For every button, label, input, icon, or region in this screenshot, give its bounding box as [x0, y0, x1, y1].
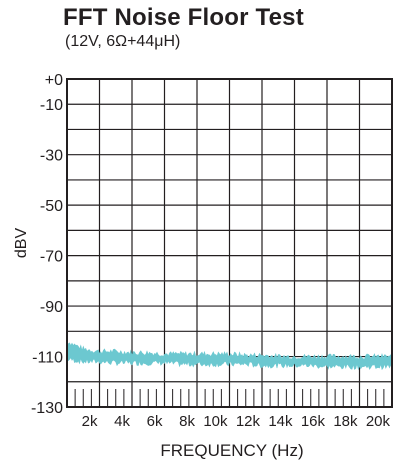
y-tick-labels: +0 -10 -30 -50 -70 -90 -110 -130: [31, 72, 63, 417]
y-tick-label-1: -10: [40, 97, 63, 114]
x-tick-label-0: 2k: [82, 413, 98, 430]
chart-subtitle: (12V, 6Ω+44μH): [65, 33, 181, 50]
x-tick-label-3: 8k: [179, 413, 195, 430]
chart-title: FFT Noise Floor Test: [63, 4, 304, 31]
y-axis-label: dBV: [13, 228, 30, 259]
y-tick-label-0: +0: [45, 72, 63, 89]
y-tick-label-4: -70: [40, 249, 63, 266]
x-axis-label: FREQUENCY (Hz): [160, 441, 303, 460]
x-tick-labels: 2k 4k 6k 8k 10k 12k 14k 16k 18k 20k: [82, 413, 391, 430]
minor-ticks: [74, 389, 385, 407]
x-tick-label-8: 18k: [333, 413, 358, 430]
y-tick-label-6: -110: [32, 350, 63, 367]
x-tick-label-7: 16k: [301, 413, 326, 430]
x-tick-label-5: 12k: [236, 413, 261, 430]
y-tick-label-2: -30: [40, 148, 63, 165]
x-tick-label-1: 4k: [114, 413, 130, 430]
x-tick-label-9: 20k: [366, 413, 391, 430]
y-tick-label-3: -50: [40, 198, 63, 215]
x-tick-label-4: 10k: [203, 413, 228, 430]
plot-frame: [66, 78, 393, 408]
x-tick-label-6: 14k: [268, 413, 293, 430]
y-tick-label-7: -130: [31, 400, 63, 417]
y-tick-label-5: -90: [40, 299, 63, 316]
x-tick-label-2: 6k: [147, 413, 163, 430]
